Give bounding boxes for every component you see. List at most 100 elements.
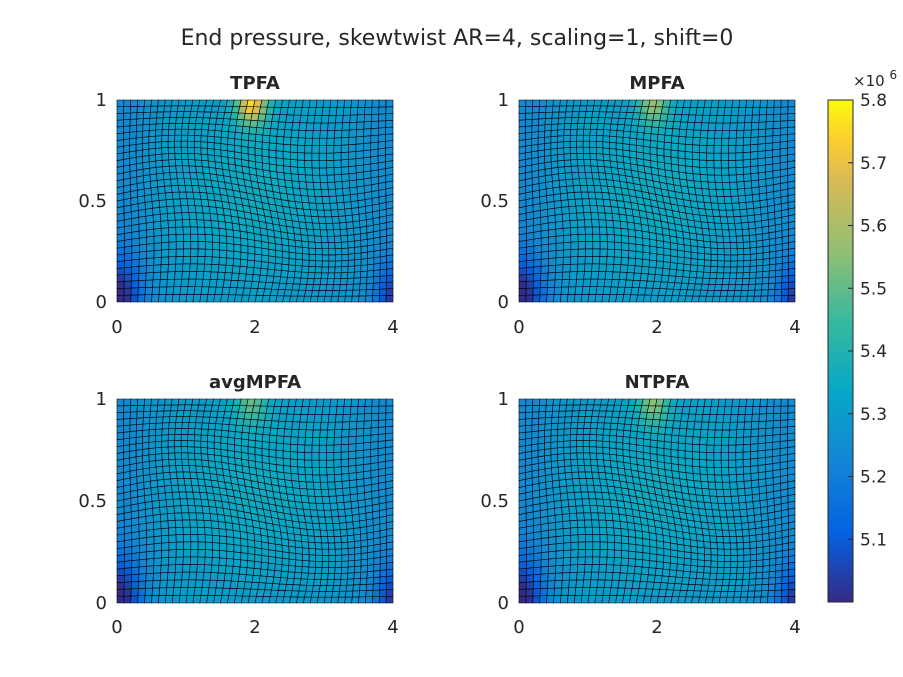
mesh-cell <box>577 117 586 124</box>
mesh-cell <box>596 129 604 136</box>
mesh-cell <box>220 436 229 445</box>
mesh-cell <box>123 106 131 114</box>
mesh-cell <box>220 130 229 139</box>
mesh-cell <box>765 434 774 444</box>
mesh-cell <box>230 272 240 281</box>
mesh-cell <box>180 579 190 588</box>
mesh-cell <box>153 564 162 574</box>
mesh-cell <box>247 546 256 555</box>
mesh-cell <box>365 596 373 604</box>
mesh-cell <box>312 429 321 438</box>
mesh-cell <box>708 488 718 497</box>
mesh-cell <box>334 560 343 568</box>
mesh-cell <box>713 167 723 176</box>
mesh-cell <box>697 246 705 254</box>
mesh-cell <box>313 278 322 285</box>
mesh-cell <box>275 157 284 167</box>
mesh-cell <box>654 567 664 577</box>
x-tick-label: 2 <box>249 317 260 338</box>
mesh-cell <box>531 137 539 146</box>
mesh-cell <box>312 522 321 531</box>
mesh-cell <box>716 406 726 415</box>
mesh-cell <box>576 422 585 429</box>
mesh-cell <box>124 560 133 569</box>
mesh-cell <box>301 247 310 255</box>
mesh-cell <box>355 442 364 452</box>
mesh-cell <box>292 413 302 423</box>
mesh-cell <box>642 244 651 254</box>
mesh-cell <box>757 128 767 138</box>
mesh-cell <box>321 242 329 250</box>
mesh-cell <box>145 521 155 531</box>
mesh-cell <box>533 552 542 561</box>
mesh-cell <box>287 571 296 579</box>
mesh-cell <box>539 287 548 296</box>
mesh-cell <box>317 216 327 224</box>
mesh-cell <box>239 559 249 568</box>
mesh-cell <box>379 576 387 584</box>
mesh-cell <box>379 569 387 578</box>
mesh-cell <box>288 558 297 567</box>
mesh-cell <box>351 213 360 222</box>
mesh-cell <box>237 573 247 583</box>
mesh-cell <box>321 260 330 268</box>
mesh-cell <box>334 421 343 431</box>
mesh-cell <box>788 555 796 564</box>
mesh-cell <box>162 471 171 480</box>
mesh-cell <box>160 256 170 265</box>
mesh-cell <box>195 571 205 581</box>
mesh-cell <box>308 541 316 550</box>
mesh-cell <box>341 473 350 482</box>
mesh-cell <box>182 410 192 417</box>
mesh-cell <box>129 443 137 452</box>
mesh-cell <box>327 488 337 497</box>
mesh-cell <box>635 236 644 246</box>
mesh-cell <box>307 107 317 116</box>
mesh-cell <box>151 493 160 502</box>
mesh-cell <box>370 434 379 443</box>
mesh-cell <box>553 200 562 209</box>
mesh-cell <box>386 274 394 283</box>
mesh-cell <box>194 153 202 161</box>
mesh-cell <box>605 263 615 273</box>
mesh-cell <box>311 160 320 169</box>
mesh-cell <box>151 595 160 604</box>
mesh-cell <box>319 467 328 476</box>
mesh-cell <box>759 99 768 108</box>
mesh-cell <box>344 208 353 217</box>
mesh-cell <box>710 266 718 273</box>
mesh-cell <box>137 398 145 406</box>
mesh-cell <box>287 264 296 272</box>
mesh-cell <box>560 595 569 604</box>
mesh-cell <box>663 254 672 263</box>
mesh-cell <box>341 480 351 489</box>
mesh-cell <box>327 567 336 574</box>
mesh-cell <box>746 596 755 604</box>
mesh-cell <box>348 143 357 153</box>
mesh-cell <box>728 437 737 446</box>
mesh-cell <box>342 494 352 503</box>
mesh-cell <box>328 406 338 415</box>
mesh-cell <box>333 529 342 537</box>
mesh-cell <box>377 127 387 136</box>
mesh-cell <box>245 266 255 275</box>
mesh-cell <box>175 526 184 536</box>
mesh-cell <box>295 252 303 261</box>
mesh-cell <box>188 212 198 221</box>
mesh-cell <box>772 427 781 436</box>
mesh-cell <box>729 272 738 280</box>
mesh-cell <box>757 157 766 167</box>
mesh-cell <box>670 449 679 458</box>
mesh-cell <box>552 486 561 495</box>
mesh-cell <box>146 235 155 245</box>
mesh-cell <box>583 571 592 581</box>
mesh-cell <box>563 440 571 448</box>
mesh-cell <box>154 440 163 449</box>
mesh-cell <box>253 561 262 570</box>
mesh-cell <box>787 419 796 428</box>
mesh-cell <box>599 226 608 235</box>
mesh-cell <box>360 565 368 573</box>
mesh-cell <box>758 178 767 188</box>
mesh-cell <box>589 428 598 435</box>
mesh-cell <box>685 136 694 146</box>
